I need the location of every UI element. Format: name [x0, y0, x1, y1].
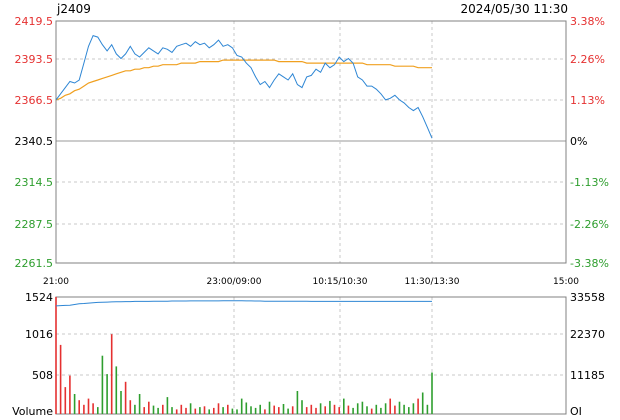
time-tick-label: 15:00: [553, 277, 579, 287]
price-tick-label: 2261.5: [15, 257, 54, 270]
price-tick-label: 2419.5: [15, 15, 54, 28]
pct-tick-label: -1.13%: [570, 176, 609, 189]
time-tick-label: 11:30/13:30: [405, 277, 460, 287]
volume-tick-label: 1524: [25, 291, 53, 304]
price-panel-frame: [55, 20, 567, 264]
price-tick-label: 2393.5: [15, 53, 54, 66]
oi-tick-label: 33558: [570, 291, 605, 304]
pct-tick-label: 2.26%: [570, 53, 605, 66]
volume-tick-label: 1016: [25, 328, 53, 341]
oi-tick-label: 22370: [570, 328, 605, 341]
price-tick-label: 2287.5: [15, 218, 54, 231]
volume-tick-label: 508: [32, 369, 53, 382]
pct-tick-label: 3.38%: [570, 15, 605, 28]
pct-tick-label: 0%: [570, 135, 587, 148]
price-tick-label: 2340.5: [15, 135, 54, 148]
time-tick-label: 10:15/10:30: [313, 277, 368, 287]
symbol-label: j2409: [57, 2, 91, 16]
pct-tick-label: 1.13%: [570, 94, 605, 107]
price-tick-label: 2366.5: [15, 94, 54, 107]
time-tick-label: 21:00: [43, 277, 69, 287]
pct-tick-label: -2.26%: [570, 218, 609, 231]
open-interest-line: [55, 300, 432, 307]
timestamp-label: 2024/05/30 11:30: [460, 2, 568, 16]
price-line: [55, 34, 433, 139]
volume-panel-frame: [55, 296, 567, 415]
average-price-line: [55, 59, 432, 101]
oi-tick-label: 11185: [570, 369, 605, 382]
price-tick-label: 2314.5: [15, 176, 54, 189]
oi-axis-label: OI: [570, 405, 582, 418]
pct-tick-label: -3.38%: [570, 257, 609, 270]
volume-axis-label: Volume: [12, 405, 53, 418]
time-tick-label: 23:00/09:00: [207, 277, 262, 287]
